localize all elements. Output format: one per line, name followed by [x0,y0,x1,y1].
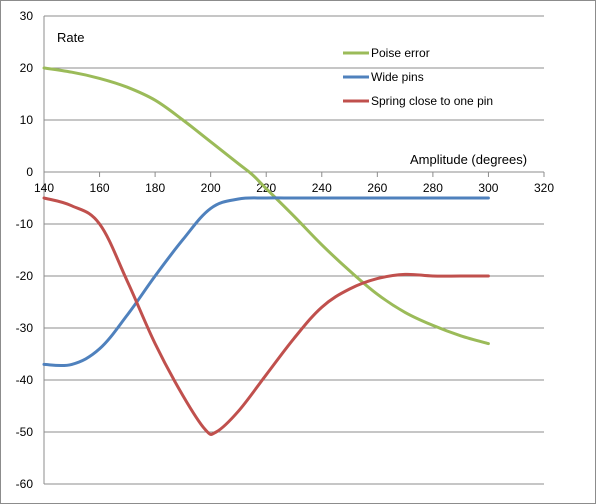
legend-label-wide-pins: Wide pins [371,70,424,84]
y-tick-label: 10 [20,113,34,127]
y-tick-label: -40 [16,373,34,387]
x-tick-label: 260 [367,181,387,195]
x-tick-label: 320 [534,181,554,195]
y-tick-label: -50 [16,425,34,439]
x-tick-label: 300 [478,181,498,195]
y-tick-label: 20 [20,61,34,75]
legend-label-spring-close-to-one-pin: Spring close to one pin [371,94,493,108]
series-line-spring-close-to-one-pin [42,196,490,436]
series-lines [42,66,490,436]
y-tick-label: -30 [16,321,34,335]
legend-item-spring-close-to-one-pin: Spring close to one pin [343,94,493,108]
legend-item-poise-error: Poise error [343,46,430,60]
x-axis-label: Amplitude (degrees) [410,152,527,167]
series-line-wide-pins [42,196,490,368]
y-tick-label: 0 [26,165,33,179]
legend-item-wide-pins: Wide pins [343,70,424,84]
x-tick-label: 180 [145,181,165,195]
x-tick-label: 240 [312,181,332,195]
x-tick-label: 160 [90,181,110,195]
x-tick-label: 140 [34,181,54,195]
x-axis [43,171,545,177]
series-line-poise-error [42,66,490,346]
legend: Poise error Wide pins Spring close to on… [343,46,493,108]
x-tick-label: 200 [201,181,221,195]
y-tick-label: -10 [16,217,34,231]
gridlines [43,15,544,485]
y-tick-label: -60 [16,477,34,491]
y-tick-label: 30 [20,9,34,23]
legend-label-poise-error: Poise error [371,46,430,60]
x-tick-label: 280 [423,181,443,195]
y-tick-labels: 30 20 10 0 -10 -20 -30 -40 -50 -60 [16,9,34,491]
y-tick-label: -20 [16,269,34,283]
x-tick-labels: 140 160 180 200 220 240 260 280 300 320 [34,181,554,195]
y-axis-label: Rate [57,30,84,45]
